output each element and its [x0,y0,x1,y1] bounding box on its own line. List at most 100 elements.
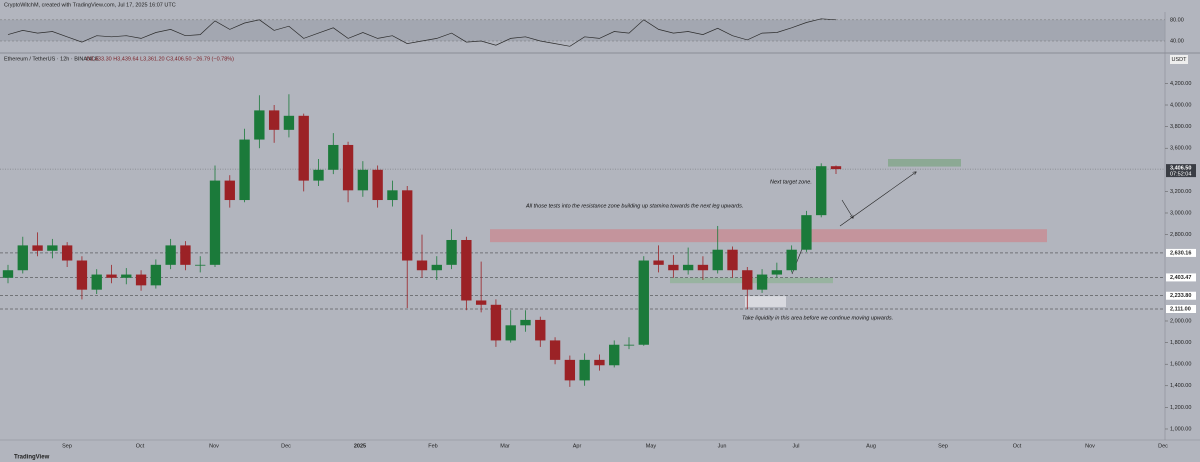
price-line-label: 2,111.00 [1170,306,1191,312]
x-tick-label: Apr [573,443,582,449]
candle-body [224,180,235,201]
candle-body [17,245,28,271]
x-tick-label: May [646,443,657,449]
price-line-label: 2,403.47 [1170,275,1191,281]
candle-body [165,245,176,265]
candle-body [475,300,487,305]
candle-body [653,260,664,265]
candle-body [195,264,206,266]
candle-body [357,169,369,191]
y-tick-label: 4,200.00 [1170,81,1191,87]
candle-body [150,264,162,286]
candle-body [535,319,546,341]
price-label-box [1166,305,1196,314]
candle-body [76,260,88,290]
x-tick-label: Oct [1013,443,1022,449]
annotation: Next target zone. [770,179,812,185]
y-tick-label: 3,800.00 [1170,124,1191,130]
rsi-line [7,18,837,47]
candle-body [313,169,324,181]
currency: USDT [1172,57,1188,63]
arrow [841,199,853,218]
y-tick-label: 1,000.00 [1170,426,1191,432]
candle-body [801,215,812,250]
candle-body [209,180,221,265]
x-tick-label: Oct [136,443,145,449]
candle-body [461,239,472,301]
y-tick-label: 1,200.00 [1170,405,1191,411]
candle-body [446,239,457,265]
x-tick-label: Dec [1158,443,1168,449]
credit: CryptoWitchM, created with TradingView.c… [4,2,176,8]
x-tick-label: Mar [500,443,510,449]
candle-body [239,139,250,201]
zone [490,229,1047,243]
x-tick-label: Nov [209,443,219,449]
candle-body [61,245,73,261]
candle-body [609,344,620,366]
candle-body [254,110,265,140]
candle-body [727,249,738,271]
x-tick-label: Nov [1085,443,1095,449]
x-tick-label: Sep [938,443,948,449]
candle-body [135,274,147,286]
candle-body [106,274,117,278]
candle-body [549,340,561,360]
y-tick-label: 3,200.00 [1170,189,1191,195]
candle-body [431,264,442,271]
y-tick-label: 3,600.00 [1170,146,1191,152]
ohlc: O3,433.30 H3,439.64 L3,361.20 C3,406.50 … [86,56,234,62]
annotation: Take liquidity in this area before we co… [742,315,893,321]
price-label-box [1166,291,1196,300]
candle-body [668,264,679,271]
y-tick-label: 1,800.00 [1170,340,1191,346]
candle-body [564,359,576,381]
price-line-label: 2,233.80 [1170,293,1191,299]
candle-body [387,190,398,201]
candle-body [682,264,694,271]
x-tick-label: 2025 [354,443,366,449]
zone [745,296,786,307]
candle-body [47,245,58,251]
candle-body [579,359,590,381]
countdown: 07:52:04 [1170,172,1191,178]
candle-body [742,270,753,290]
y-tick-label: 1,600.00 [1170,362,1191,368]
candle-body [121,274,132,278]
rsi-band [0,19,1165,41]
zone [888,158,961,167]
x-tick-label: Sep [62,443,72,449]
candle-body [268,110,280,130]
annotation: All those tests into the resistance zone… [525,203,743,209]
x-tick-label: Dec [281,443,291,449]
x-tick-label: Jun [718,443,727,449]
price-line-label: 2,630.16 [1170,250,1191,256]
candle-body [180,245,191,265]
candle-body [756,274,768,290]
candle-body [342,144,354,191]
candle-body [712,249,723,271]
candle-body [2,270,14,278]
candle-body [697,264,709,271]
candle-body [32,245,43,251]
candle-body [623,344,635,346]
candle-body [830,166,842,170]
y-tick-label: 3,000.00 [1170,210,1191,216]
candle-body [283,115,295,130]
x-tick-label: Jul [792,443,799,449]
candle-body [298,115,309,181]
candle-body [328,144,339,170]
candle-body [786,249,797,271]
y-tick-label: 2,800.00 [1170,232,1191,238]
y-tick-label: 2,000.00 [1170,318,1191,324]
candle-body [638,260,649,345]
symbol: Ethereum / TetherUS · 12h · BINANCE [4,56,99,62]
x-tick-label: Feb [428,443,437,449]
price-label-box [1166,248,1196,257]
candle-body [490,304,502,341]
candle-body [402,190,413,261]
last-price-box [1166,164,1196,178]
y-tick-label: 4,000.00 [1170,102,1191,108]
